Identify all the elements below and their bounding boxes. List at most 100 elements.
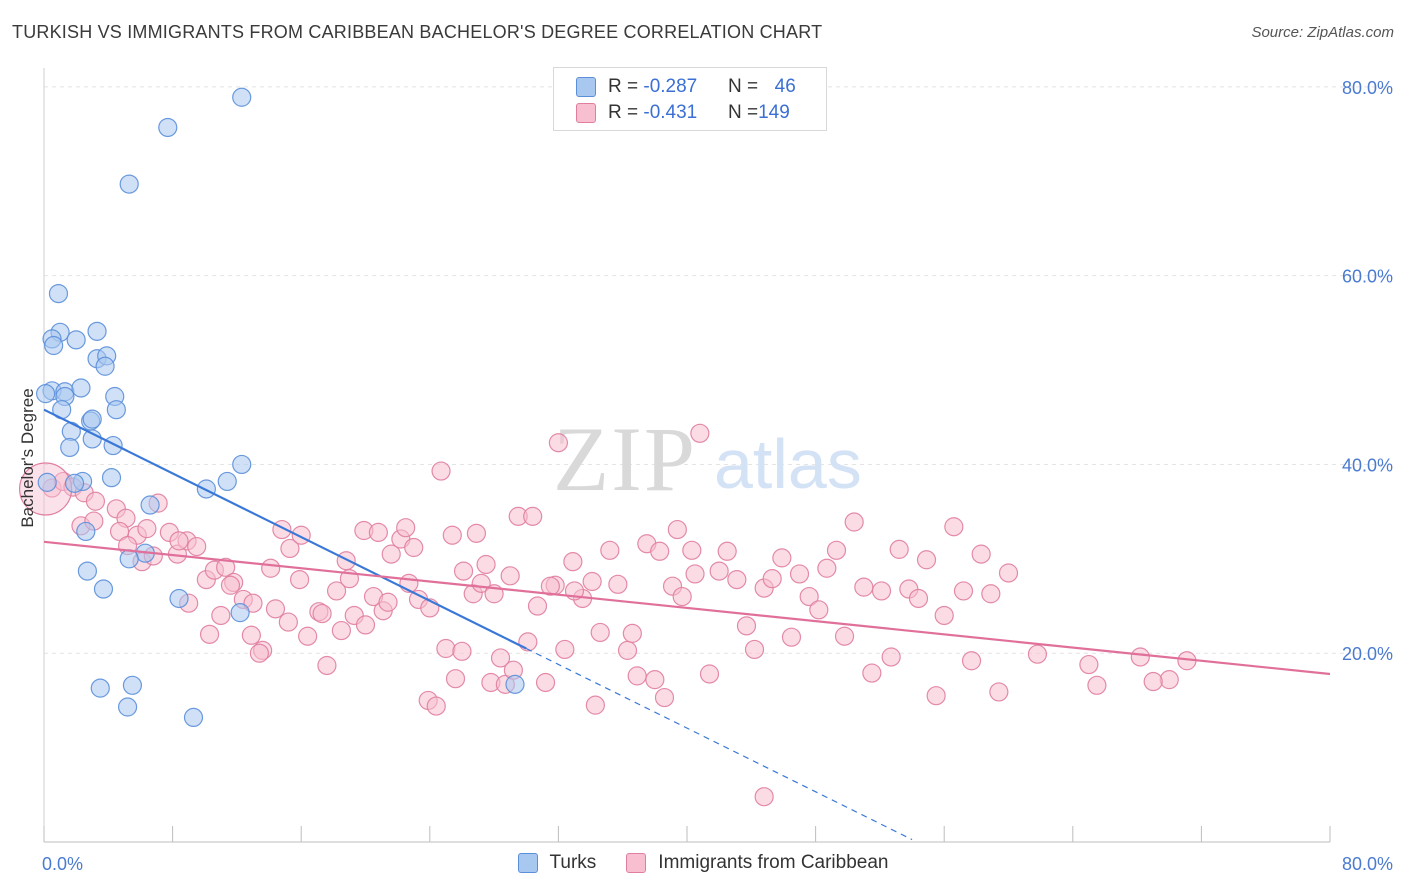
caribbean-point [431,461,451,481]
legend-n-value: 46 [774,76,796,97]
caribbean-point [220,575,241,595]
caribbean-point [772,548,792,568]
turks-point [122,675,143,695]
axes [43,68,1331,843]
y-tick-label-80: 80.0% [1342,78,1393,98]
turks-point [61,421,81,442]
caribbean-point [563,552,583,572]
caribbean-point [981,584,1001,604]
caribbean-point [608,574,628,594]
caribbean-point [685,564,705,584]
legend-item-turks: Turks [517,852,596,874]
caribbean-point [600,540,620,560]
legend-row-turks: R = -0.287 N = 46 [576,74,796,100]
caribbean-point [998,563,1019,583]
caribbean-point [971,544,991,564]
y-tick-label-20: 20.0% [1342,644,1393,664]
caribbean-point [826,540,847,560]
caribbean-point [426,696,446,716]
caribbean-point [672,586,692,607]
legend-n-label: N = [728,102,759,123]
caribbean-point [1027,644,1048,664]
series-caribbean-points [19,423,1197,807]
turks-point [232,87,252,107]
turks-point [76,521,96,542]
legend-r-value: -0.431 [643,102,698,123]
caribbean-point [817,558,837,578]
caribbean-point [442,525,462,545]
caribbean-point [355,615,376,635]
caribbean-point [889,539,909,559]
caribbean-point [789,564,810,584]
caribbean-point [278,612,298,632]
turks-trend-line [43,408,527,650]
caribbean-point [645,670,665,690]
turks-point [82,409,102,429]
legend-n-value: 149 [758,102,790,123]
caribbean-point [881,647,901,667]
caribbean-point [466,523,487,543]
caribbean-point [396,518,416,538]
caribbean-point [934,605,954,626]
caribbean-point [744,639,765,660]
source-label: Source: ZipAtlas.com [1251,24,1394,41]
legend-label-caribbean: Immigrants from Caribbean [658,852,889,873]
turks-point [36,384,56,404]
turks-point [140,495,160,515]
caribbean-point [834,626,855,646]
caribbean-point [1130,647,1150,667]
caribbean-point [926,686,946,706]
caribbean-point [627,666,647,686]
x-tick-label-max: 80.0% [1342,854,1393,874]
caribbean-point [754,787,774,807]
caribbean-point [261,558,281,578]
caribbean-point [289,569,310,590]
caribbean-point [326,581,347,601]
caribbean-point [555,639,575,660]
caribbean-point [709,561,729,581]
caribbean-point [585,695,605,715]
caribbean-point [378,592,398,612]
caribbean-point [682,540,702,560]
caribbean-point [1143,671,1163,692]
turks-point [169,588,189,609]
turks-point [119,174,139,194]
legend-swatch-turks [517,853,538,873]
turks-point [119,549,139,569]
caribbean-point [137,519,157,539]
caribbean-point [654,687,675,708]
y-tick-labels: 20.0% 40.0% 60.0% 80.0% [1342,78,1393,664]
caribbean-point [490,648,511,668]
series-turks-points [36,87,525,728]
turks-point [183,707,204,728]
turks-point [87,321,107,341]
caribbean-point [523,506,543,526]
caribbean-point [1087,675,1107,695]
caribbean-point [298,626,318,646]
turks-point [106,400,126,420]
caribbean-point [476,554,496,575]
legend-swatch-caribbean [626,853,647,873]
caribbean-point [809,600,829,620]
y-axis-label: Bachelor's Degree [18,388,37,527]
caribbean-point [781,627,802,647]
caribbean-point [690,423,710,443]
caribbean-point [445,669,466,689]
caribbean-point [336,551,356,571]
caribbean-point [908,588,929,609]
caribbean-point [436,638,456,659]
turks-point [60,437,80,458]
caribbean-point [548,433,569,453]
caribbean-point [844,512,864,532]
caribbean-point [404,537,424,558]
turks-point [90,678,110,698]
watermark: ZIP atlas [553,408,862,510]
turks-point [101,468,122,488]
turks-point [37,472,57,492]
caribbean-point [453,561,474,581]
legend-swatch-caribbean [576,103,596,123]
turks-point [217,471,237,492]
caribbean-point [243,593,263,613]
turks-point [64,473,85,493]
turks-point [505,674,525,694]
